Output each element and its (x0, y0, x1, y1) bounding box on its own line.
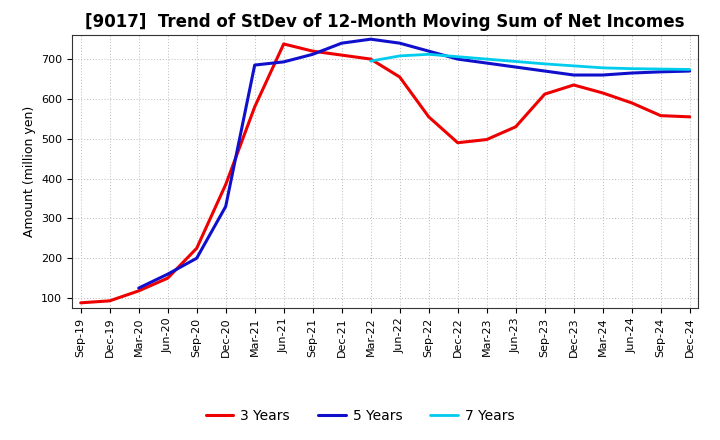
3 Years (308, 48, 317, 54)
5 Years (192, 256, 201, 261)
7 Years (482, 56, 491, 62)
5 Years (570, 73, 578, 78)
3 Years (424, 114, 433, 120)
3 Years (454, 140, 462, 145)
5 Years (454, 56, 462, 62)
3 Years (685, 114, 694, 120)
7 Years (627, 66, 636, 71)
Line: 3 Years: 3 Years (81, 44, 690, 303)
3 Years (279, 41, 288, 47)
7 Years (511, 59, 520, 64)
7 Years (424, 51, 433, 57)
7 Years (541, 61, 549, 66)
5 Years (424, 48, 433, 54)
5 Years (251, 62, 259, 68)
3 Years (338, 52, 346, 58)
5 Years (511, 64, 520, 70)
3 Years (598, 90, 607, 95)
7 Years (657, 66, 665, 72)
3 Years (221, 182, 230, 187)
7 Years (598, 65, 607, 70)
7 Years (685, 67, 694, 72)
3 Years (627, 100, 636, 106)
5 Years (366, 37, 375, 42)
7 Years (454, 54, 462, 59)
5 Years (627, 70, 636, 76)
7 Years (570, 63, 578, 69)
5 Years (685, 68, 694, 73)
Title: [9017]  Trend of StDev of 12-Month Moving Sum of Net Incomes: [9017] Trend of StDev of 12-Month Moving… (86, 13, 685, 31)
5 Years (163, 271, 172, 277)
3 Years (570, 82, 578, 88)
7 Years (366, 59, 375, 64)
Y-axis label: Amount (million yen): Amount (million yen) (22, 106, 35, 237)
3 Years (163, 275, 172, 281)
3 Years (135, 288, 143, 293)
3 Years (395, 74, 404, 80)
3 Years (541, 92, 549, 97)
5 Years (221, 204, 230, 209)
Line: 7 Years: 7 Years (371, 54, 690, 70)
5 Years (598, 73, 607, 78)
5 Years (279, 59, 288, 65)
3 Years (511, 124, 520, 129)
3 Years (251, 104, 259, 110)
3 Years (76, 300, 85, 305)
Legend: 3 Years, 5 Years, 7 Years: 3 Years, 5 Years, 7 Years (200, 403, 520, 429)
5 Years (541, 68, 549, 73)
5 Years (395, 40, 404, 46)
5 Years (482, 60, 491, 66)
5 Years (338, 40, 346, 46)
3 Years (657, 113, 665, 118)
3 Years (482, 137, 491, 142)
3 Years (366, 56, 375, 62)
5 Years (135, 286, 143, 291)
5 Years (657, 69, 665, 74)
Line: 5 Years: 5 Years (139, 39, 690, 288)
7 Years (395, 53, 404, 59)
3 Years (105, 298, 114, 304)
5 Years (308, 51, 317, 57)
3 Years (192, 246, 201, 251)
